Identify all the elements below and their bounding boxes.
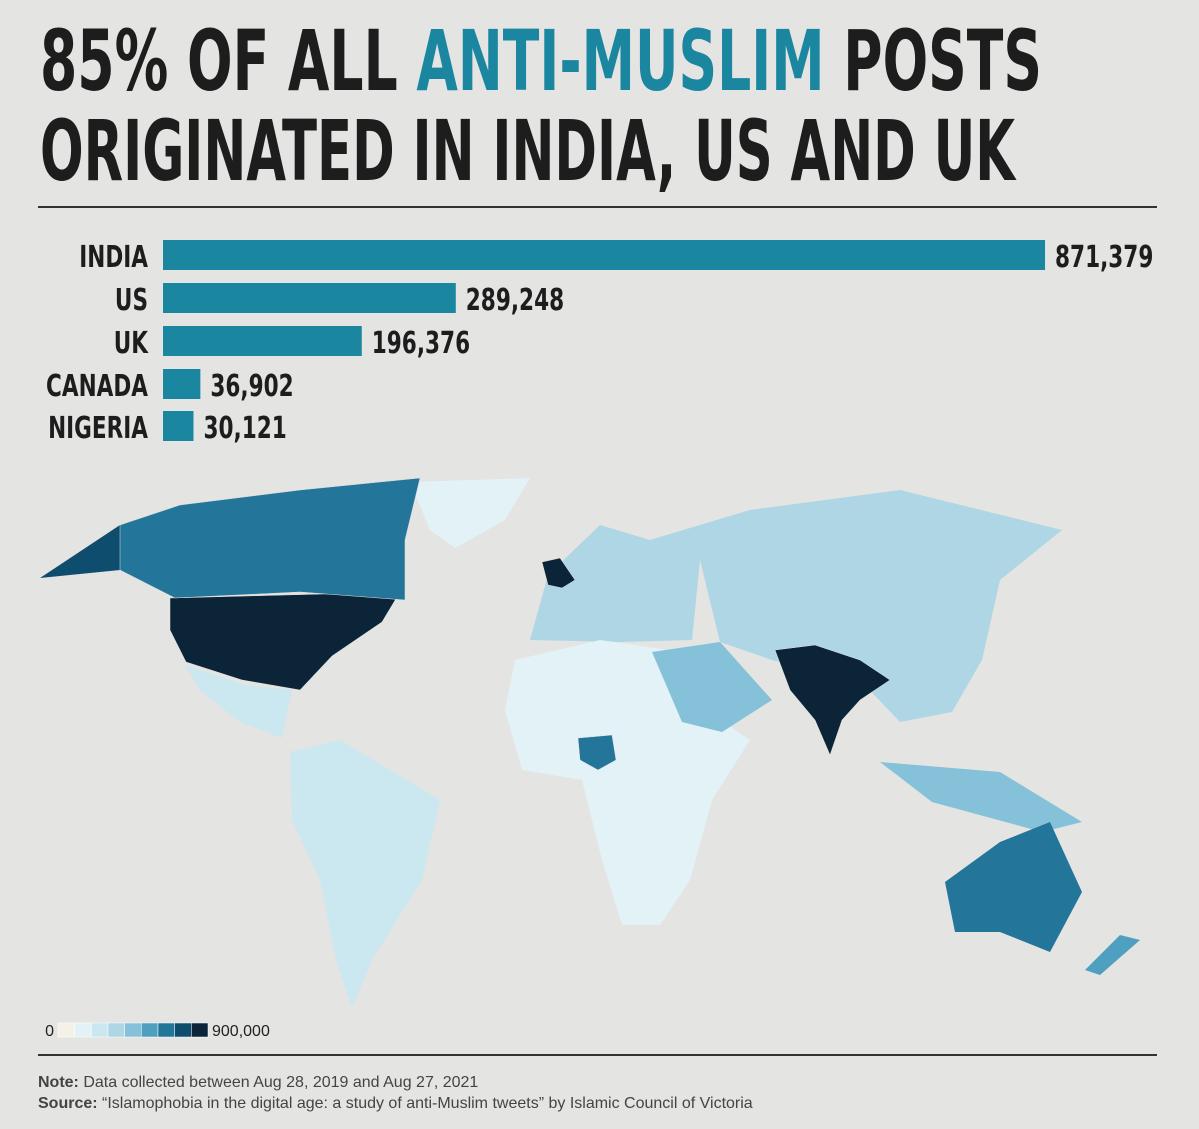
source: Source: “Islamophobia in the digital age… [38,1095,753,1112]
title-line: ORIGINATED IN INDIA, US AND UK [40,102,1017,200]
legend-tick-label: 0 [45,1023,54,1040]
title-part: POSTS [843,12,1042,110]
south-america [290,740,440,1008]
country [774,644,891,756]
bar [163,411,194,441]
greenland [410,478,530,548]
legend-swatch [57,1022,75,1038]
legend-swatch [191,1022,209,1038]
legend-swatch [141,1022,159,1038]
southeast-asia [880,762,1082,832]
source-label: Source: [38,1095,98,1112]
title-highlight: ANTI-MUSLIM [416,12,824,110]
category-label: CANADA [46,370,149,404]
note-text: Data collected between Aug 28, 2019 and … [83,1074,478,1091]
value-label: 36,902 [210,370,293,404]
country [577,734,617,771]
category-label: UK [114,327,150,361]
new-zealand [1085,935,1140,975]
category-label: NIGERIA [48,412,149,446]
bar [163,283,456,313]
country [169,591,401,691]
australia [945,822,1082,952]
value-label: 871,379 [1055,241,1153,275]
value-label: 30,121 [203,412,286,446]
category-label: INDIA [79,241,148,275]
title-part: 85% OF ALL [40,12,398,110]
value-label: 289,248 [466,284,564,318]
legend-swatch [74,1022,92,1038]
title-line: 85% OF ALL ANTI-MUSLIM POSTS [40,12,1042,110]
world-map [40,477,1140,1008]
legend-swatch [174,1022,192,1038]
value-label: 196,376 [372,327,470,361]
source-text: “Islamophobia in the digital age: a stud… [102,1095,753,1112]
country [119,477,421,601]
legend-swatch [124,1022,142,1038]
legend-tick-label: 900,000 [212,1023,270,1040]
legend-swatch [157,1022,175,1038]
legend-swatch [91,1022,109,1038]
asia [650,490,1062,722]
note-label: Note: [38,1074,79,1091]
middle-east [652,642,772,732]
bar [163,326,362,356]
bar [163,369,201,399]
country [541,557,576,589]
category-label: US [115,284,148,318]
europe [530,525,700,642]
legend-swatch [107,1022,125,1038]
bar [163,240,1046,270]
central-america [185,665,292,738]
note: Note: Data collected between Aug 28, 201… [38,1074,478,1091]
